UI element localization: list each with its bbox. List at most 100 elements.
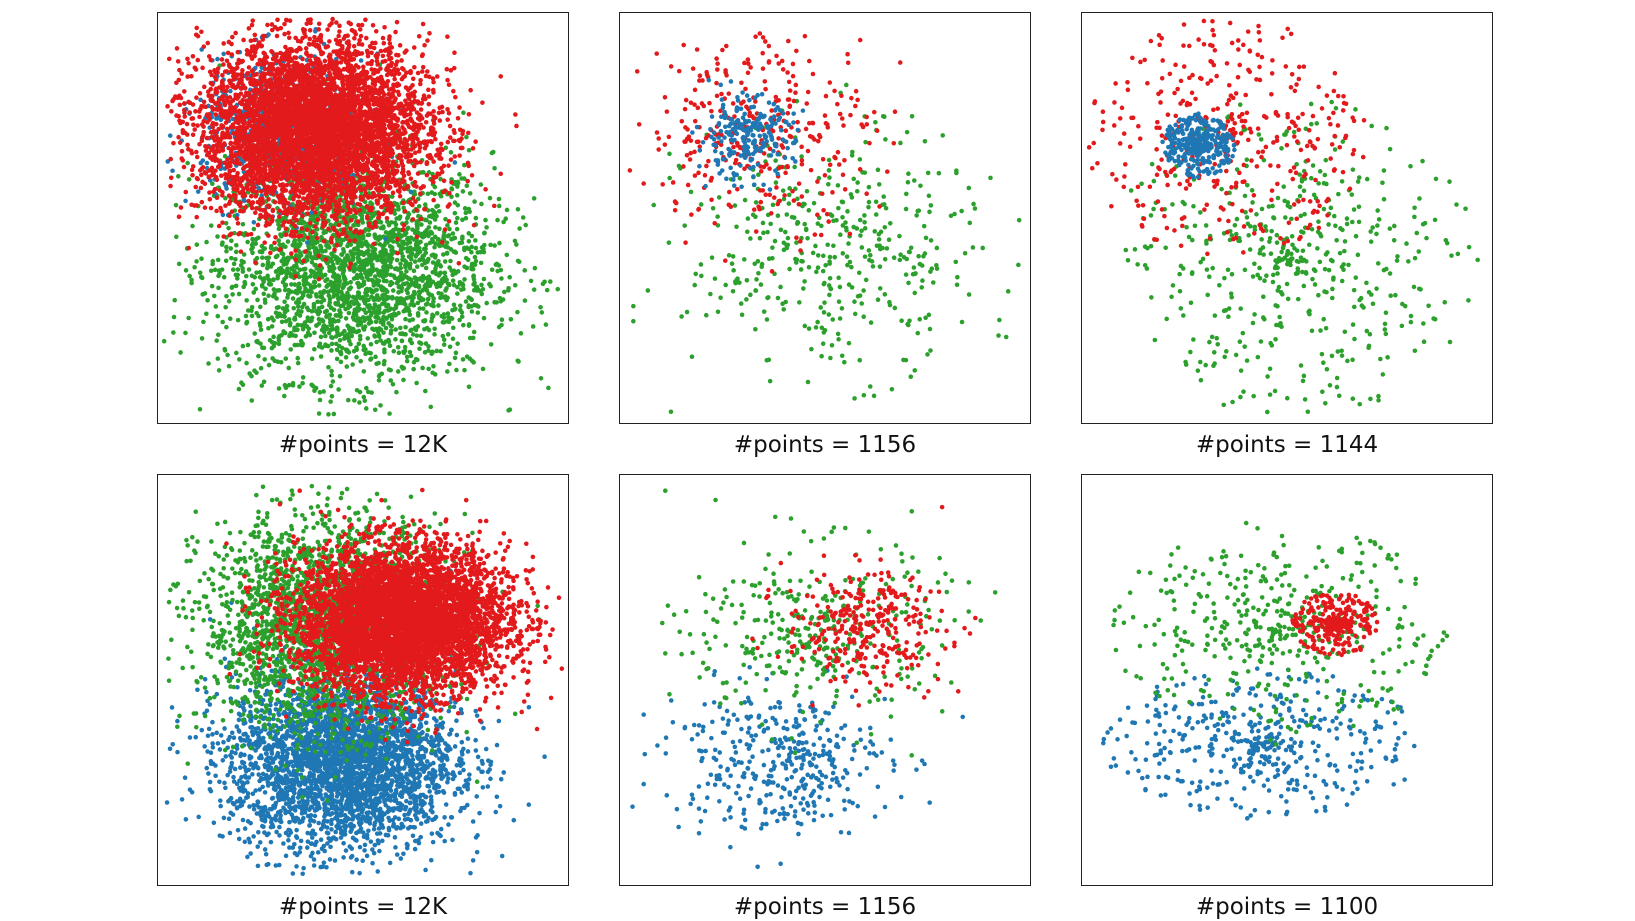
scatter-point — [449, 268, 454, 273]
scatter-point — [323, 333, 328, 339]
scatter-point — [464, 183, 470, 189]
scatter-point — [422, 318, 427, 324]
scatter-point — [252, 368, 257, 373]
scatter-point — [255, 297, 260, 303]
scatter-point — [351, 276, 357, 281]
scatter-point — [375, 282, 381, 288]
scatter-point — [222, 153, 228, 159]
scatter-point — [484, 300, 489, 306]
scatter-point — [390, 288, 396, 293]
scatter-point — [393, 226, 398, 232]
scatter-point — [354, 347, 360, 353]
scatter-point — [286, 270, 292, 275]
scatter-point — [168, 156, 174, 162]
scatter-point — [513, 112, 518, 117]
scatter-point — [461, 322, 466, 328]
scatter-point — [281, 262, 287, 267]
scatter-point — [288, 347, 294, 352]
scatter-point — [329, 393, 335, 399]
scatter-point — [430, 260, 436, 265]
scatter-point — [467, 209, 472, 215]
scatter-point — [303, 334, 309, 339]
scatter-point — [238, 262, 244, 268]
scatter-point — [410, 227, 415, 232]
series-red — [165, 16, 519, 282]
scatter-point — [427, 220, 433, 225]
scatter-point — [297, 237, 302, 243]
scatter-point — [531, 196, 537, 201]
scatter-point — [202, 291, 208, 296]
scatter-point — [478, 182, 484, 187]
scatter-point — [441, 315, 447, 320]
scatter-point — [299, 309, 304, 314]
scatter-point — [201, 319, 206, 325]
scatter-point — [379, 371, 385, 377]
scatter-point — [324, 324, 329, 330]
scatter-point — [358, 320, 363, 326]
scatter-point — [340, 345, 345, 351]
scatter-point — [197, 270, 203, 276]
scatter-point — [424, 310, 429, 315]
scatter-point — [420, 365, 425, 371]
scatter-point — [460, 357, 466, 362]
scatter-point — [418, 341, 424, 346]
scatter-point — [314, 271, 319, 277]
scatter-point — [347, 286, 352, 292]
scatter-point — [389, 316, 395, 322]
scatter-point — [251, 290, 257, 295]
scatter-point — [364, 204, 370, 209]
scatter-point — [345, 295, 350, 301]
scatter-point — [341, 269, 346, 275]
scatter-point — [234, 212, 240, 218]
scatter-point — [372, 407, 378, 413]
scatter-point — [442, 259, 448, 264]
scatter-point — [303, 271, 308, 277]
scatter-point — [305, 235, 311, 241]
scatter-point — [387, 237, 393, 243]
scatter-point — [229, 238, 234, 244]
scatter-point — [472, 254, 478, 260]
scatter-point — [280, 306, 286, 311]
scatter-point — [398, 325, 403, 331]
scatter-point — [372, 279, 378, 284]
scatter-point — [243, 313, 249, 319]
scatter-point — [540, 281, 546, 287]
scatter-point — [453, 350, 459, 356]
scatter-point — [425, 191, 431, 197]
scatter-point — [176, 261, 182, 267]
scatter-point — [199, 336, 205, 341]
scatter-point — [223, 258, 229, 264]
scatter-point — [380, 268, 386, 274]
scatter-point — [323, 257, 329, 262]
scatter-point — [494, 300, 499, 305]
scatter-point — [463, 215, 469, 221]
scatter-point — [441, 178, 447, 184]
scatter-point — [414, 241, 419, 246]
scatter-point — [478, 260, 484, 266]
scatter-point — [349, 299, 355, 305]
scatter-point — [220, 240, 225, 245]
scatter-point — [216, 273, 221, 279]
scatter-point — [413, 279, 419, 285]
scatter-point — [480, 286, 486, 292]
scatter-point — [338, 303, 344, 309]
scatter-point — [395, 344, 401, 350]
scatter-point — [285, 292, 291, 297]
scatter-point — [235, 276, 240, 281]
scatter-point — [335, 326, 340, 332]
scatter-point — [418, 333, 424, 339]
scatter-point — [296, 287, 301, 293]
scatter-point — [289, 266, 294, 271]
scatter-point — [297, 313, 303, 318]
scatter-point — [223, 220, 229, 226]
scatter-plot-1 — [161, 16, 561, 417]
scatter-point — [357, 264, 362, 270]
scatter-point — [370, 265, 376, 271]
scatter-point — [447, 344, 453, 350]
scatter-point — [283, 244, 288, 250]
scatter-point — [392, 211, 398, 216]
scatter-point — [398, 247, 404, 253]
scatter-point — [261, 291, 267, 297]
scatter-point — [181, 164, 187, 170]
scatter-point — [531, 287, 537, 292]
